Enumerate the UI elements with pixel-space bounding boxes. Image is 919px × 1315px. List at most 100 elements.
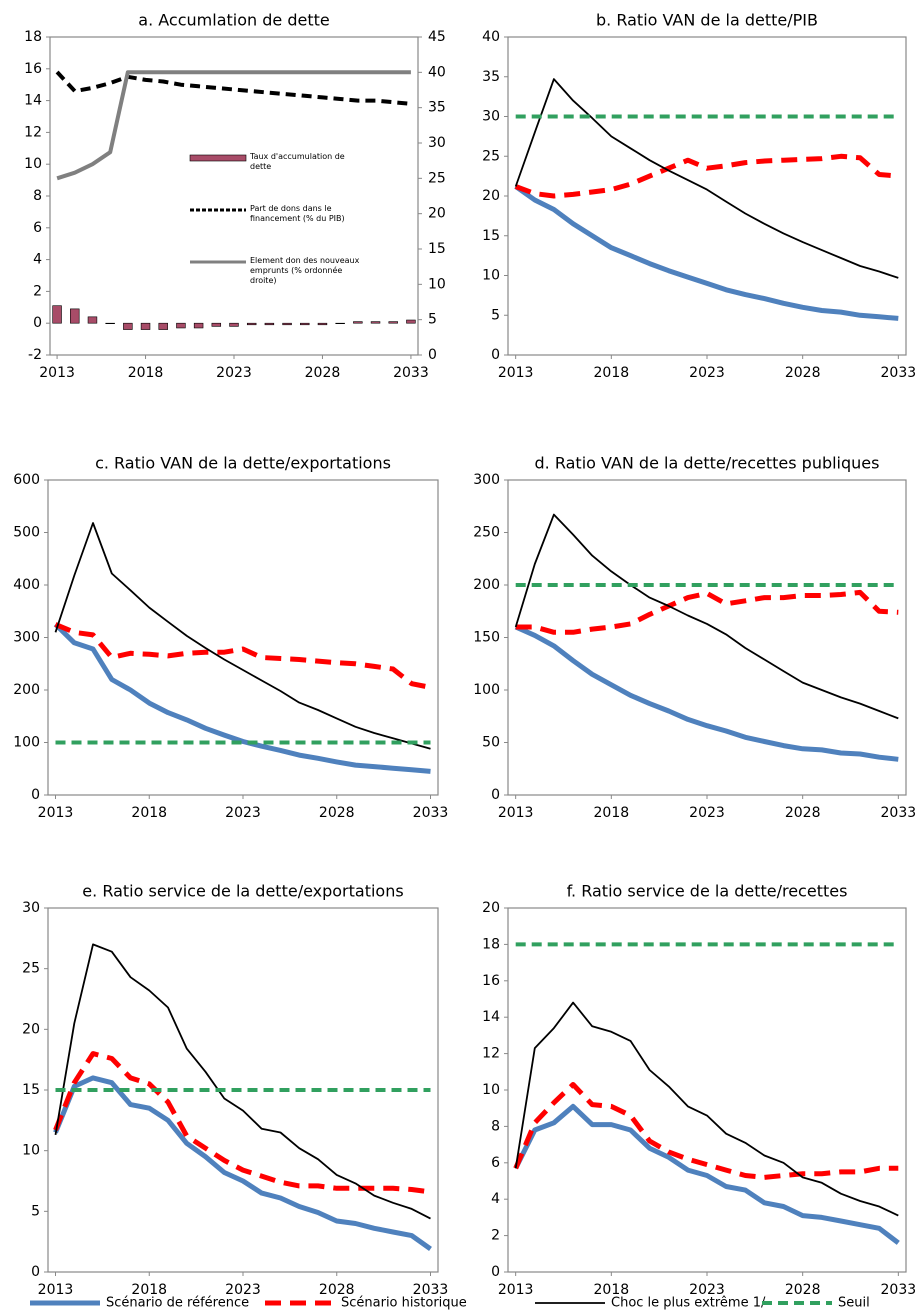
chart-title: c. Ratio VAN de la dette/exportations (95, 454, 391, 473)
y-tick-label: 12 (482, 1046, 500, 1062)
x-tick-label: 2033 (881, 1282, 917, 1298)
series-line (53, 622, 431, 774)
legend-label: Scénario historique (341, 1296, 467, 1311)
bar (406, 319, 416, 324)
y-tick-label: 5 (31, 1203, 40, 1219)
series-line (56, 70, 411, 181)
bar (388, 321, 398, 324)
y-tick-label: -2 (28, 347, 42, 363)
y2-tick-label: 35 (428, 100, 446, 116)
y-tick-label: 14 (482, 1009, 500, 1025)
legend-entry: Part de dons dans le financement (% du P… (250, 204, 345, 223)
series-line (54, 622, 431, 690)
x-tick-label: 2018 (594, 805, 630, 821)
x-tick-label: 2028 (319, 805, 355, 821)
x-tick-label: 2023 (225, 805, 261, 821)
plot-frame (47, 907, 439, 1273)
series-line (514, 513, 899, 720)
x-tick-label: 2023 (689, 1282, 725, 1298)
y-tick-label: 20 (482, 900, 500, 916)
chart-title: a. Accumlation de dette (138, 11, 329, 30)
y2-tick-label: 10 (428, 276, 446, 292)
plot-frame (47, 479, 439, 796)
y-tick-label: 25 (482, 148, 500, 164)
y-tick-label: 0 (491, 787, 500, 803)
y-tick-label: 300 (473, 472, 500, 488)
y-tick-label: 8 (491, 1118, 500, 1134)
x-tick-label: 2018 (131, 805, 167, 821)
x-tick-label: 2013 (38, 1282, 74, 1298)
y-tick-label: 300 (13, 630, 40, 646)
y-tick-label: 2 (491, 1228, 500, 1244)
series-line (513, 1082, 899, 1180)
x-tick-label: 2023 (216, 365, 252, 381)
y-tick-label: 0 (491, 1264, 500, 1280)
y-tick-label: 16 (482, 973, 500, 989)
legend-label: Choc le plus extrême 1/ (611, 1296, 766, 1311)
y-tick-label: 200 (13, 682, 40, 698)
x-tick-label: 2033 (881, 365, 917, 381)
legend-label: Element don des nouveaux emprunts (% ord… (250, 256, 360, 285)
y-tick-label: 10 (482, 1082, 500, 1098)
x-tick-label: 2018 (594, 365, 630, 381)
bar (140, 322, 151, 330)
x-tick-label: 2028 (785, 365, 821, 381)
legend-entry: Element don des nouveaux emprunts (% ord… (250, 256, 360, 285)
x-tick-label: 2033 (413, 805, 449, 821)
x-tick-label: 2013 (39, 365, 75, 381)
bar (176, 322, 186, 329)
x-tick-label: 2028 (785, 805, 821, 821)
y2-tick-label: 45 (428, 29, 446, 45)
y-tick-label: 50 (482, 735, 500, 751)
y-tick-label: 20 (22, 1021, 40, 1037)
x-tick-label: 2033 (881, 805, 917, 821)
y2-tick-label: 25 (428, 170, 446, 186)
plot-frame (507, 479, 907, 796)
y-tick-label: 0 (31, 1264, 40, 1280)
x-tick-label: 2023 (689, 365, 725, 381)
y-tick-label: 0 (491, 347, 500, 363)
plot-frame (507, 36, 907, 356)
legend-entry: Taux d'accumulation de dette (250, 152, 345, 171)
y-tick-label: 0 (33, 315, 42, 331)
bar (300, 322, 310, 326)
bar (229, 322, 239, 327)
x-tick-label: 2023 (689, 805, 725, 821)
y2-tick-label: 20 (428, 206, 446, 222)
y-tick-label: 400 (13, 577, 40, 593)
y-tick-label: 150 (473, 630, 500, 646)
x-tick-label: 2033 (393, 365, 429, 381)
y-tick-label: 8 (33, 188, 42, 204)
y-tick-label: 100 (13, 735, 40, 751)
y-tick-label: 18 (482, 936, 500, 952)
y-tick-label: 10 (22, 1143, 40, 1159)
y-tick-label: 6 (33, 220, 42, 236)
y-tick-label: 20 (482, 188, 500, 204)
series-line (514, 184, 899, 321)
bar (282, 322, 292, 326)
y-tick-label: 40 (482, 29, 500, 45)
y-tick-label: 14 (24, 93, 42, 109)
x-tick-label: 2023 (225, 1282, 261, 1298)
bar (70, 308, 80, 324)
y-tick-label: 12 (24, 124, 42, 140)
y2-tick-label: 5 (428, 312, 437, 328)
bar (123, 322, 133, 330)
y2-tick-label: 30 (428, 135, 446, 151)
y-tick-label: 600 (13, 472, 40, 488)
y2-tick-label: 0 (428, 347, 437, 363)
series-line (514, 624, 899, 762)
series-line (514, 153, 899, 199)
series-line (515, 589, 899, 635)
y-tick-label: 16 (24, 61, 42, 77)
x-tick-label: 2013 (498, 1282, 534, 1298)
y-tick-label: 15 (22, 1082, 40, 1098)
y-tick-label: 35 (482, 69, 500, 85)
bar (335, 322, 345, 325)
chart-title: f. Ratio service de la dette/recettes (567, 882, 848, 901)
y-tick-label: 30 (482, 109, 500, 125)
legend-label: Seuil (838, 1296, 870, 1311)
y2-tick-label: 40 (428, 64, 446, 80)
y-tick-label: 15 (482, 228, 500, 244)
